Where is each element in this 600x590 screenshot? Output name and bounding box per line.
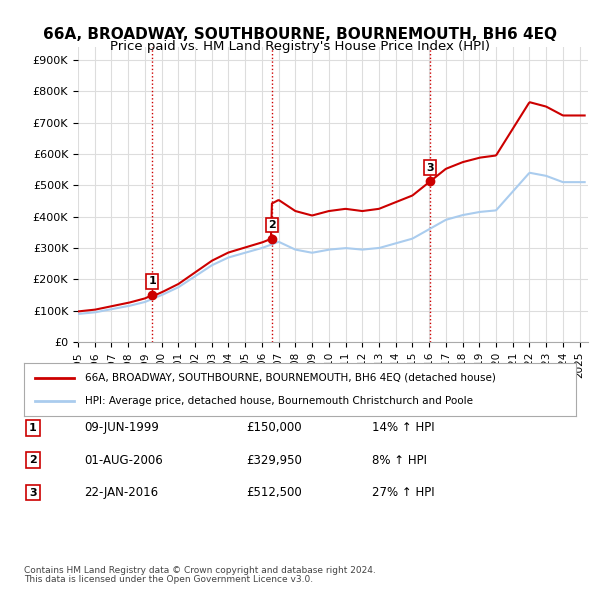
Text: 14% ↑ HPI: 14% ↑ HPI (372, 421, 434, 434)
Text: HPI: Average price, detached house, Bournemouth Christchurch and Poole: HPI: Average price, detached house, Bour… (85, 396, 473, 406)
Text: Price paid vs. HM Land Registry's House Price Index (HPI): Price paid vs. HM Land Registry's House … (110, 40, 490, 53)
Text: 8% ↑ HPI: 8% ↑ HPI (372, 454, 427, 467)
Text: £329,950: £329,950 (246, 454, 302, 467)
Text: 3: 3 (29, 488, 37, 497)
Text: 66A, BROADWAY, SOUTHBOURNE, BOURNEMOUTH, BH6 4EQ (detached house): 66A, BROADWAY, SOUTHBOURNE, BOURNEMOUTH,… (85, 373, 496, 383)
Text: 09-JUN-1999: 09-JUN-1999 (84, 421, 159, 434)
Text: £150,000: £150,000 (246, 421, 302, 434)
Text: 2: 2 (268, 220, 275, 230)
Text: Contains HM Land Registry data © Crown copyright and database right 2024.: Contains HM Land Registry data © Crown c… (24, 566, 376, 575)
Text: £512,500: £512,500 (246, 486, 302, 499)
Text: 1: 1 (29, 423, 37, 432)
Text: 2: 2 (29, 455, 37, 465)
Text: 01-AUG-2006: 01-AUG-2006 (84, 454, 163, 467)
Text: 1: 1 (148, 276, 156, 286)
Text: 27% ↑ HPI: 27% ↑ HPI (372, 486, 434, 499)
Text: 66A, BROADWAY, SOUTHBOURNE, BOURNEMOUTH, BH6 4EQ: 66A, BROADWAY, SOUTHBOURNE, BOURNEMOUTH,… (43, 27, 557, 41)
Text: This data is licensed under the Open Government Licence v3.0.: This data is licensed under the Open Gov… (24, 575, 313, 584)
Text: 22-JAN-2016: 22-JAN-2016 (84, 486, 158, 499)
Text: 3: 3 (427, 163, 434, 172)
